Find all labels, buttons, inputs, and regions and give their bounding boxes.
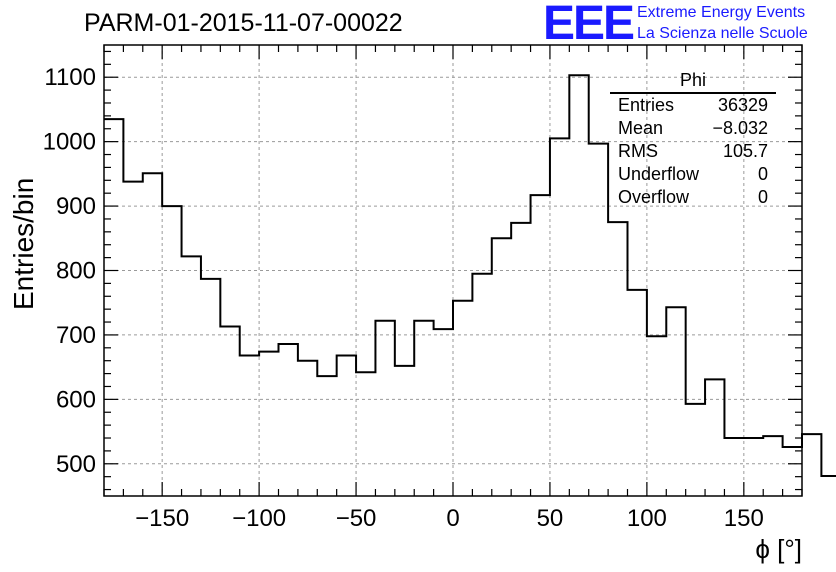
logo-line-2: La Scienza nelle Scuole — [637, 25, 808, 42]
y-tick-label: 1100 — [44, 64, 96, 91]
y-tick-label: 1000 — [43, 129, 96, 156]
y-tick-label: 800 — [56, 258, 96, 285]
chart-title: PARM-01-2015-11-07-00022 — [84, 9, 403, 37]
stats-label: Mean — [618, 118, 664, 138]
stats-value: 36329 — [717, 95, 768, 115]
stats-value: 105.7 — [722, 141, 768, 161]
x-tick-label: −50 — [336, 505, 377, 532]
x-tick-label: 150 — [724, 505, 764, 532]
x-tick-label: −150 — [135, 505, 189, 532]
stats-row-mean: Mean −8.032 — [610, 117, 776, 140]
histogram-series — [104, 74, 836, 478]
y-tick-labels: 500 600 700 800 900 1000 1100 — [43, 64, 96, 478]
stats-value: 0 — [757, 164, 768, 184]
logo-line-1: Extreme Energy Events — [637, 4, 806, 21]
stats-row-overflow: Overflow 0 — [610, 186, 776, 209]
x-tick-labels: −150 −100 −50 0 50 100 150 — [135, 505, 764, 532]
stats-label: Overflow — [618, 187, 690, 207]
y-tick-label: 600 — [56, 386, 96, 413]
stats-label: RMS — [618, 141, 658, 161]
y-tick-label: 500 — [56, 451, 96, 478]
stats-row-underflow: Underflow 0 — [610, 163, 776, 186]
x-tick-label: 50 — [537, 505, 564, 532]
grid-lines — [104, 45, 802, 496]
y-tick-label: 700 — [56, 322, 96, 349]
stats-value: −8.032 — [712, 118, 768, 138]
y-tick-label: 900 — [56, 193, 96, 220]
x-axis-label: ϕ [°] — [755, 534, 802, 564]
x-tick-label: 100 — [627, 505, 667, 532]
y-axis-label: Entries/bin — [8, 177, 39, 310]
eee-logo: EEE — [543, 0, 635, 50]
x-tick-label: −100 — [232, 505, 286, 532]
stats-label: Underflow — [618, 164, 700, 184]
stats-value: 0 — [757, 187, 768, 207]
stats-box: Phi Entries 36329 Mean −8.032 RMS 105.7 … — [610, 70, 776, 209]
stats-title: Phi — [610, 70, 776, 94]
x-tick-label: 0 — [446, 505, 459, 532]
stats-row-rms: RMS 105.7 — [610, 140, 776, 163]
axis-ticks — [103, 45, 803, 496]
stats-label: Entries — [618, 95, 675, 115]
stats-row-entries: Entries 36329 — [610, 94, 776, 117]
